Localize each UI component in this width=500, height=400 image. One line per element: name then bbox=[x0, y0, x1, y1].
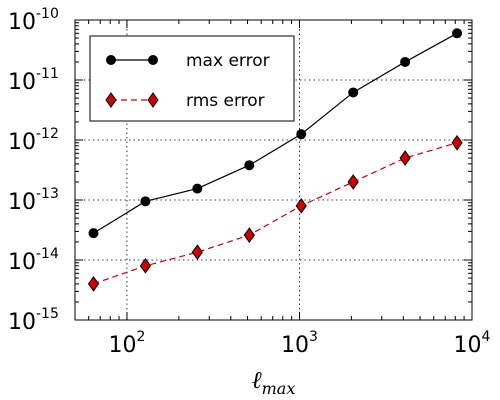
x-tick-label-exp: 4 bbox=[482, 329, 491, 345]
legend-marker-max-error bbox=[148, 55, 158, 65]
y-tick-label-base: 10 bbox=[8, 250, 36, 275]
x-axis-label-sub: max bbox=[262, 379, 296, 398]
y-tick-label-exp: -12 bbox=[36, 126, 59, 142]
y-tick-label-exp: -14 bbox=[36, 246, 59, 262]
y-tick-label: 10-10 bbox=[8, 6, 59, 35]
legend-box bbox=[89, 35, 295, 122]
data-point-rms-error bbox=[243, 227, 255, 243]
y-tick-label: 10-13 bbox=[8, 186, 59, 215]
data-point-rms-error bbox=[191, 244, 203, 261]
series-line-max-error bbox=[93, 32, 458, 234]
data-point-rms-error bbox=[87, 276, 100, 292]
y-tick-label-base: 10 bbox=[8, 10, 36, 35]
series-rms-error bbox=[87, 134, 463, 292]
legend-label-rms-error: rms error bbox=[186, 91, 265, 111]
data-point-rms-error bbox=[347, 174, 359, 190]
data-point-max-error bbox=[348, 87, 359, 98]
data-point-max-error bbox=[400, 56, 411, 67]
x-axis-label-base: ℓ bbox=[252, 366, 262, 394]
data-point-rms-error bbox=[451, 134, 463, 151]
data-point-rms-error bbox=[139, 257, 152, 274]
legend-marker-max-error bbox=[106, 55, 116, 65]
x-tick-label-base: 10 bbox=[281, 333, 309, 358]
x-tick-label: 102 bbox=[108, 329, 145, 358]
series-line-rms-error bbox=[93, 142, 458, 285]
x-tick-label-base: 10 bbox=[108, 333, 136, 358]
legend-item-max-error: max error bbox=[106, 51, 270, 71]
series-max-error bbox=[88, 28, 463, 239]
x-tick-label: 104 bbox=[454, 329, 491, 358]
data-point-rms-error bbox=[399, 150, 411, 166]
y-tick-label-exp: -11 bbox=[36, 66, 59, 82]
y-tick-label-exp: -15 bbox=[36, 306, 59, 322]
series-layer bbox=[87, 28, 463, 292]
plot-frame bbox=[74, 19, 473, 321]
y-tick-label-exp: -13 bbox=[36, 186, 59, 202]
legend-marker-rms-error bbox=[105, 92, 117, 108]
x-axis-label: ℓmax bbox=[252, 366, 296, 398]
data-point-max-error bbox=[140, 196, 151, 207]
y-tick-label-base: 10 bbox=[8, 70, 36, 95]
y-tick-label: 10-14 bbox=[8, 246, 59, 275]
x-tick-label-base: 10 bbox=[454, 333, 482, 358]
y-tick-label-base: 10 bbox=[8, 310, 36, 335]
data-point-max-error bbox=[296, 129, 307, 140]
legend-marker-rms-error bbox=[147, 92, 159, 108]
x-tick-label-exp: 2 bbox=[136, 329, 145, 345]
y-tick-label-exp: -10 bbox=[36, 6, 59, 22]
data-point-max-error bbox=[452, 28, 463, 39]
y-tick-label-base: 10 bbox=[8, 130, 36, 155]
data-point-max-error bbox=[244, 160, 255, 171]
data-point-max-error bbox=[88, 228, 99, 239]
legend-label-max-error: max error bbox=[186, 51, 270, 71]
y-tick-label: 10-15 bbox=[8, 306, 59, 335]
x-tick-label: 103 bbox=[281, 329, 318, 358]
x-tick-label-exp: 3 bbox=[309, 329, 318, 345]
y-tick-label: 10-11 bbox=[8, 66, 59, 95]
legend: max error rms error bbox=[89, 35, 295, 122]
data-point-rms-error bbox=[295, 197, 307, 214]
legend-item-rms-error: rms error bbox=[105, 91, 265, 111]
y-tick-label: 10-12 bbox=[8, 126, 59, 155]
data-point-max-error bbox=[192, 183, 203, 194]
y-tick-label-base: 10 bbox=[8, 190, 36, 215]
